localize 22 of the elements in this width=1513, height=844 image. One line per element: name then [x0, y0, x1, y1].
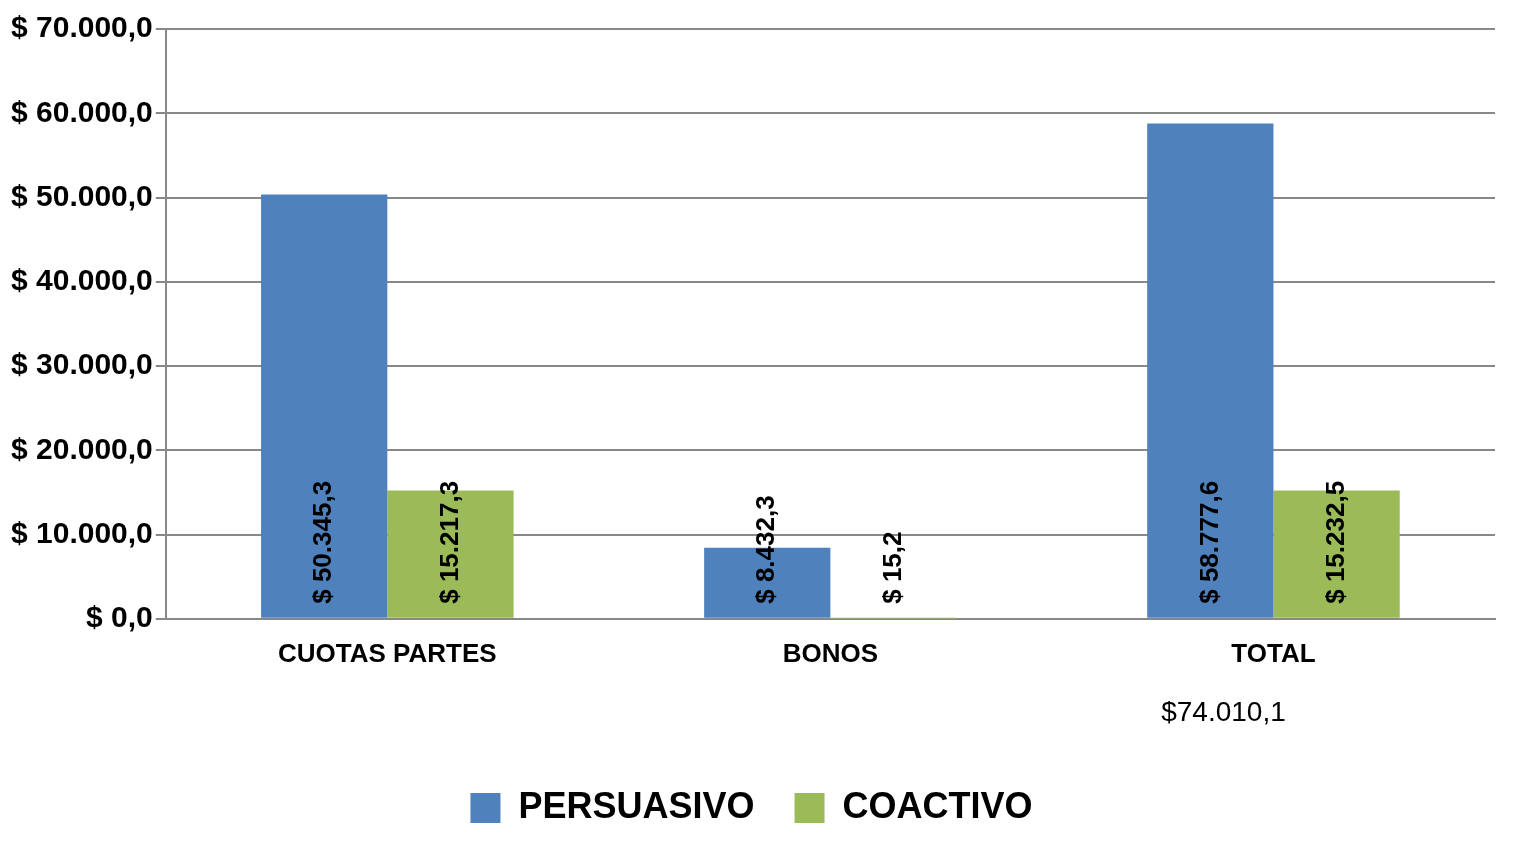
data-label: $ 50.345,3	[307, 480, 338, 604]
data-label: $ 15.217,3	[433, 480, 464, 604]
data-label: $ 58.777,6	[1193, 480, 1224, 604]
y-tick-label: $ 20.000,0	[11, 431, 153, 465]
y-tick-label: $ 10.000,0	[11, 515, 153, 549]
y-tick-label: $ 50.000,0	[11, 178, 153, 212]
bar	[1147, 123, 1274, 618]
x-tick-label: CUOTAS PARTES	[278, 637, 497, 668]
y-tick-label: $ 30.000,0	[11, 347, 153, 381]
data-label: $ 15,2	[876, 531, 907, 604]
data-label: $ 15.232,5	[1319, 480, 1350, 604]
y-tick-label: $ 40.000,0	[11, 263, 153, 297]
legend-label: COACTIVO	[842, 784, 1033, 826]
bar	[261, 194, 388, 618]
x-tick-label: TOTAL	[1231, 637, 1316, 668]
y-tick-label: $ 0,0	[86, 600, 153, 634]
y-tick-label: $ 60.000,0	[11, 94, 153, 128]
x-tick-label: BONOS	[782, 637, 879, 668]
legend-label: PERSUASIVO	[518, 784, 755, 826]
data-label: $ 8.432,3	[750, 495, 781, 604]
text: $74.010,1	[1161, 695, 1286, 727]
y-tick-label: $ 70.000,0	[11, 10, 153, 44]
